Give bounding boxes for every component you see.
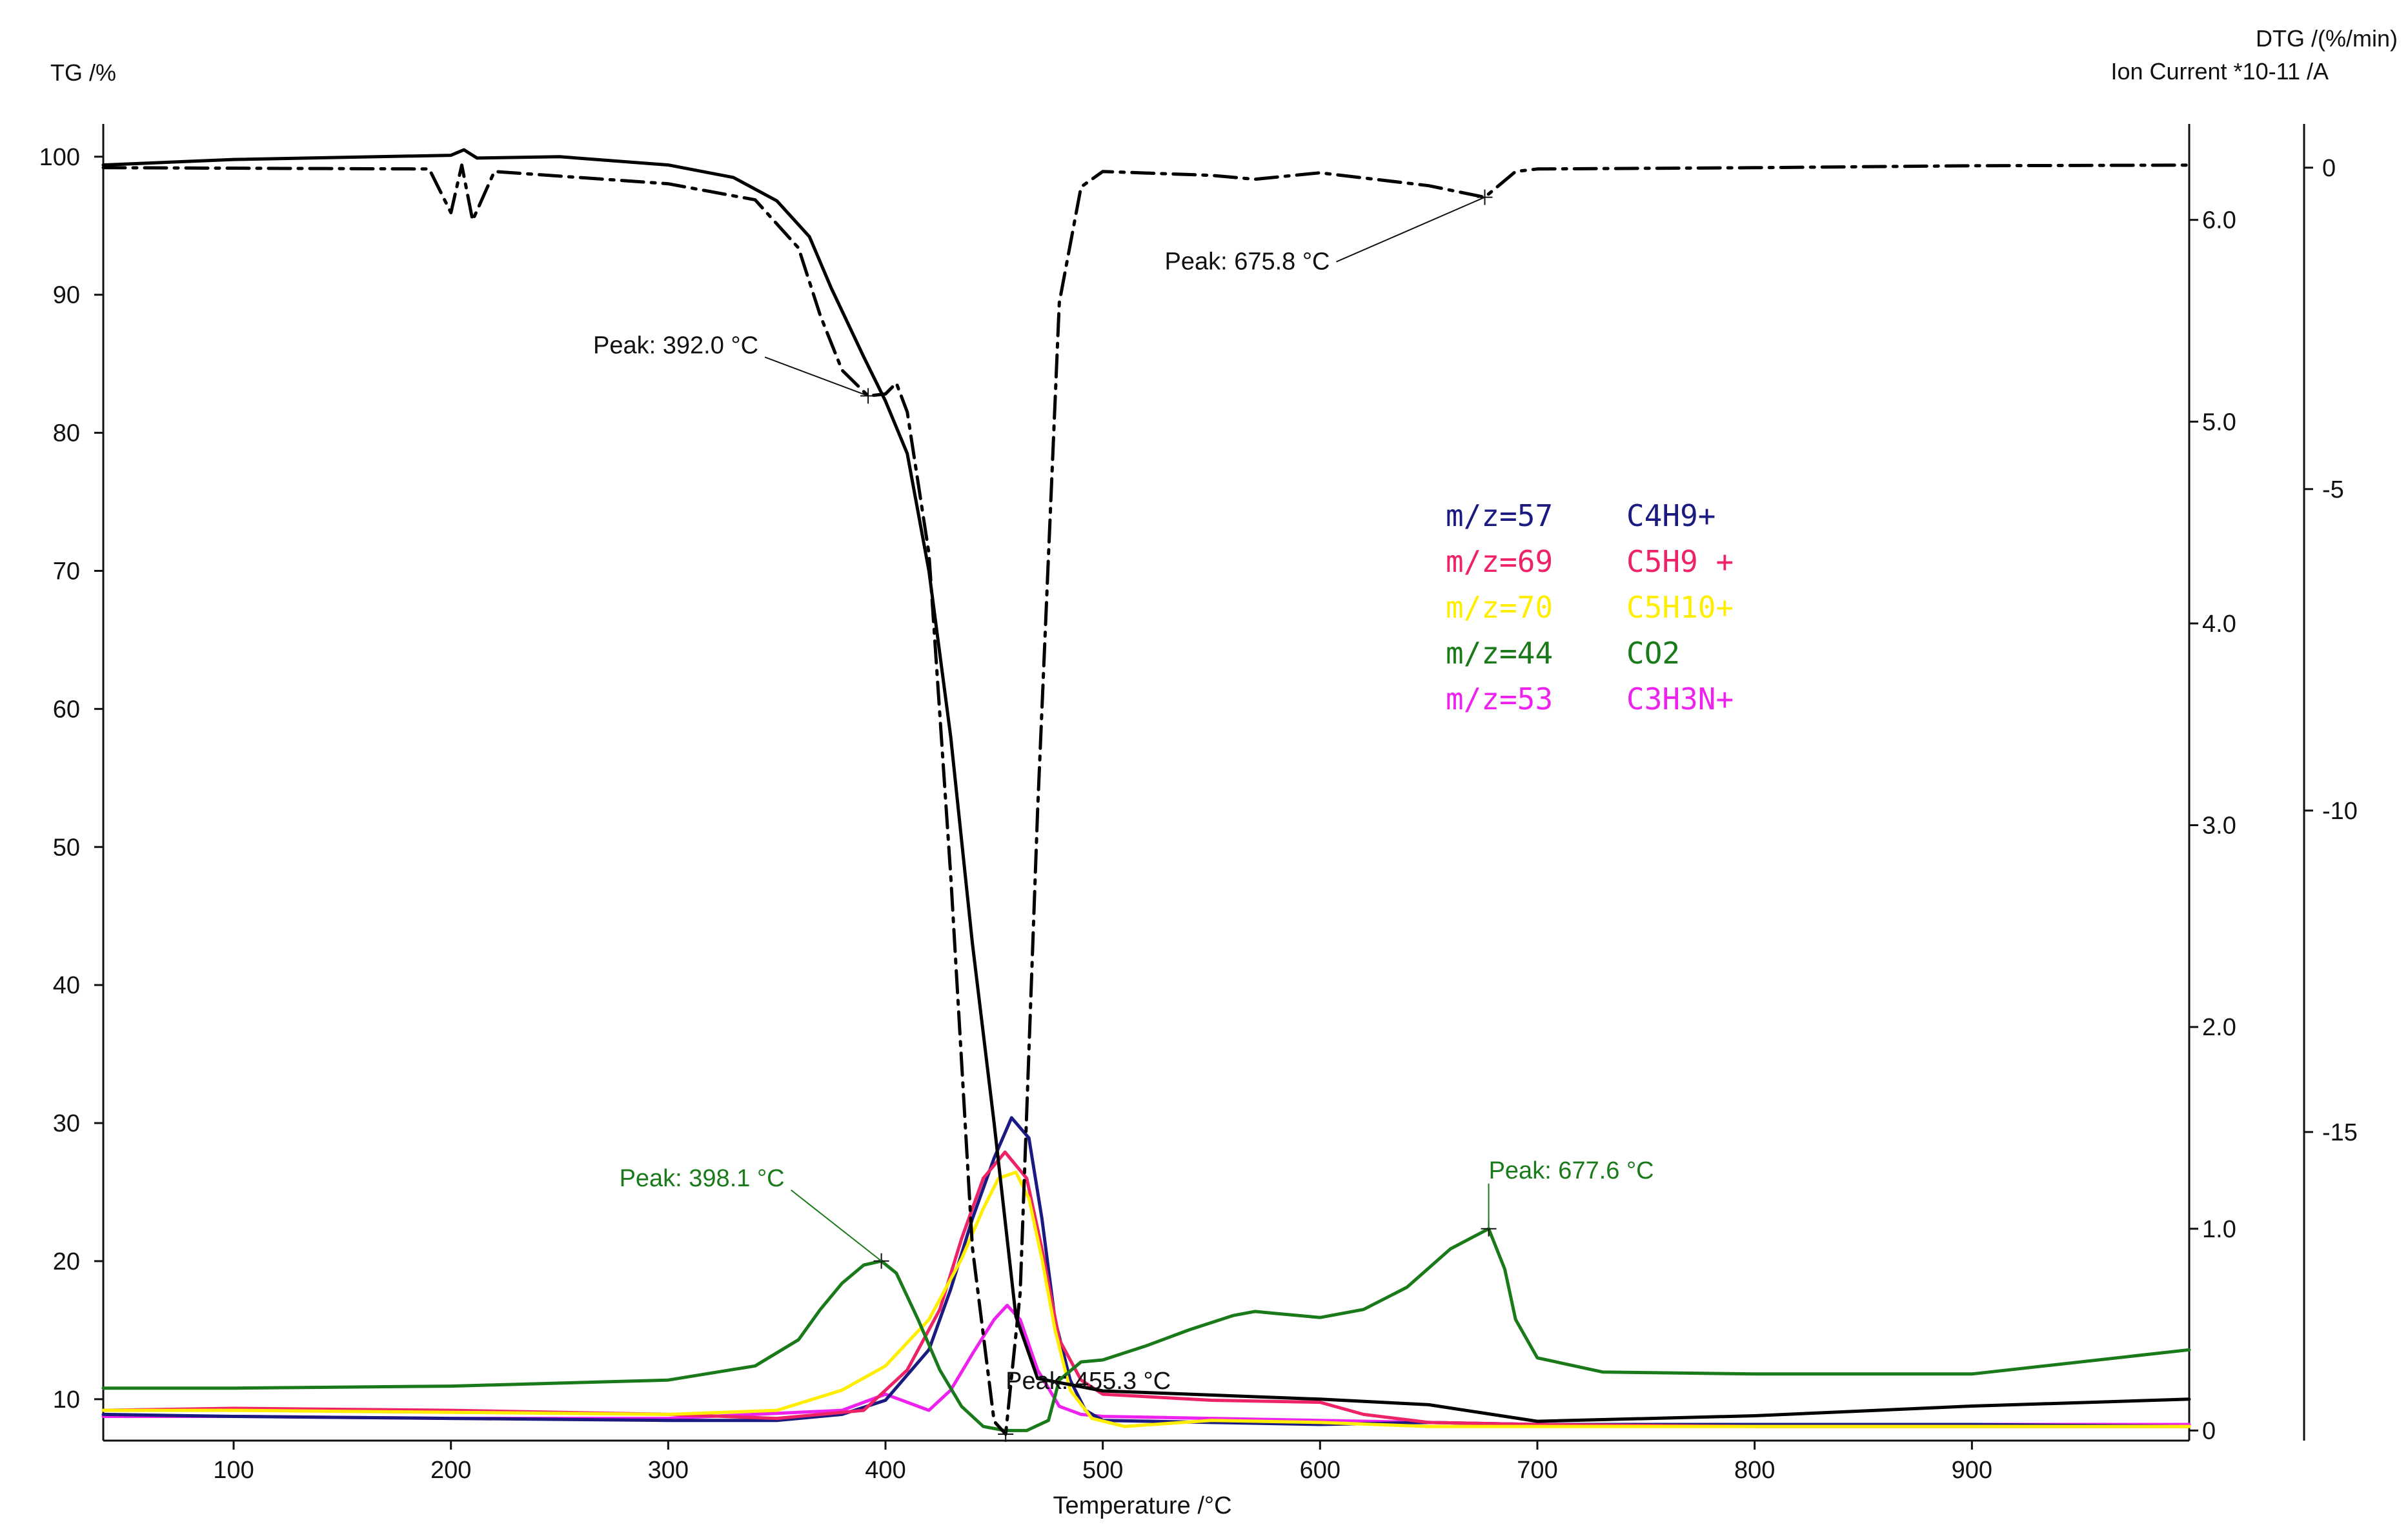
y-axis-right-label-dtg: DTG /(%/min) [2256,25,2398,52]
legend-formula-m57: C4H9+ [1626,498,1715,533]
x-tick-label: 900 [1952,1457,1992,1484]
legend-formula-m70: C5H10+ [1626,590,1734,625]
x-tick-label: 200 [430,1457,471,1484]
tg-tick-label: 70 [53,558,80,585]
tg-tick-label: 20 [53,1248,80,1275]
peak-label: Peak: 392.0 °C [593,332,758,359]
tg-tick-label: 60 [53,696,80,723]
legend-mz-m53: m/z=53 [1446,682,1553,716]
tg-tick-label: 80 [53,420,80,447]
series-m69-line [101,1150,2191,1428]
ion-tick-label: 6.0 [2202,207,2236,234]
x-tick-label: 800 [1734,1457,1775,1484]
x-axis-label: Temperature /°C [1053,1492,1231,1519]
tg-tick-label: 90 [53,282,80,309]
ion-tick-label: 5.0 [2202,409,2236,436]
tg-tick-label: 40 [53,972,80,999]
dtg-tick-label: -10 [2322,798,2358,825]
y-axis-right-label-ion: Ion Current *10-11 /A [2110,58,2329,85]
legend: m/z=57 C4H9+ m/z=69 C5H9 + m/z=70 C5H10+ m/z=4… [1446,498,1734,716]
legend-formula-m44: CO2 [1626,636,1680,671]
series-tg-line [101,148,2191,1423]
peak-leader-line [764,356,869,397]
y-axis-left-label: TG /% [50,59,116,86]
legend-formula-m69: C5H9 + [1626,544,1734,579]
tg-tick-label: 10 [53,1386,80,1413]
data-curves [101,148,2191,1436]
peak-leader-line [790,1189,882,1262]
peak-label: Peak: 455.3 °C [1006,1368,1171,1395]
peak-label: Peak: 398.1 °C [620,1165,785,1192]
legend-mz-m57: m/z=57 [1446,498,1553,533]
x-tick-label: 700 [1517,1457,1557,1484]
ion-tick-label: 0 [2202,1417,2216,1444]
series-m70-line [101,1170,2191,1428]
tg-tick-label: 30 [53,1110,80,1137]
x-tick-label: 600 [1300,1457,1341,1484]
peak-leader-line [1336,196,1485,263]
ion-tick-label: 1.0 [2202,1216,2236,1243]
dtg-tick-label: -5 [2322,476,2344,503]
ion-tick-label: 4.0 [2202,611,2236,638]
legend-mz-m69: m/z=69 [1446,544,1553,579]
dtg-tick-label: -15 [2322,1119,2358,1146]
x-tick-label: 500 [1082,1457,1123,1484]
peak-annotations: Peak: 392.0 °C Peak: 675.8 °C Peak: 455.3 … [593,189,1654,1443]
series-dtg-line [101,163,2191,1436]
legend-formula-m53: C3H3N+ [1626,682,1734,716]
dtg-tick-label: 0 [2322,155,2336,182]
x-tick-label: 300 [648,1457,689,1484]
peak-label: Peak: 675.8 °C [1164,248,1330,276]
ticks: 100 200 300 400 500 600 700 800 9001020304050607… [39,144,2358,1484]
tg-tick-label: 100 [39,144,80,171]
x-tick-label: 100 [213,1457,254,1484]
legend-mz-m44: m/z=44 [1446,636,1553,671]
tg-tick-label: 50 [53,834,80,861]
ion-tick-label: 2.0 [2202,1014,2236,1041]
x-tick-label: 400 [865,1457,906,1484]
ion-tick-label: 3.0 [2202,813,2236,840]
series-m44-line [101,1227,2191,1432]
peak-label: Peak: 677.6 °C [1489,1157,1654,1184]
legend-mz-m70: m/z=70 [1446,590,1553,625]
